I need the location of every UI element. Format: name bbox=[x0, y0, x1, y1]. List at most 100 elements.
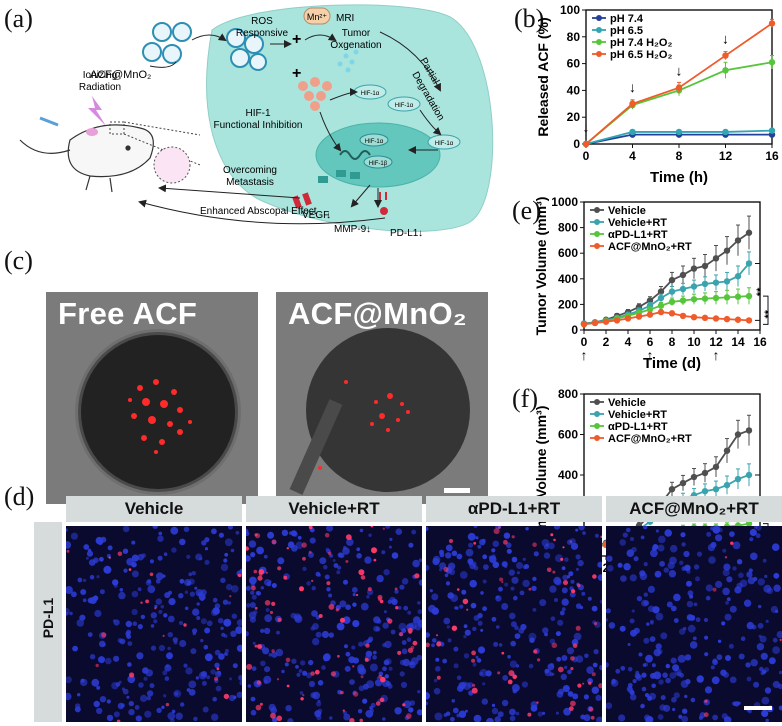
micrograph-acf-mno2-title: ACF@MnO₂ bbox=[288, 296, 467, 331]
nucleus-dot bbox=[201, 540, 207, 546]
legend-label: pH 7.4 H₂O₂ bbox=[610, 37, 672, 49]
nucleus-dot bbox=[650, 549, 658, 558]
x-axis-label: Time (h) bbox=[650, 169, 708, 186]
nucleus-dot bbox=[71, 591, 77, 598]
pdl1-dot bbox=[562, 546, 565, 549]
nucleus-dot bbox=[648, 692, 657, 700]
pdl1-dot bbox=[375, 701, 381, 706]
nucleus-dot bbox=[693, 564, 700, 570]
nucleus-dot bbox=[146, 696, 151, 701]
nucleus-dot bbox=[559, 610, 565, 616]
data-point bbox=[701, 488, 709, 495]
legend-swatch-marker bbox=[594, 219, 600, 225]
nucleus-dot bbox=[93, 700, 100, 708]
tile-head-acf-mno2-rt: ACF@MnO₂+RT bbox=[606, 496, 782, 522]
nucleus-dot bbox=[394, 707, 402, 715]
nucleus-dot bbox=[239, 680, 242, 686]
nucleus-dot bbox=[681, 566, 687, 571]
panel-label-a: (a) bbox=[4, 4, 33, 33]
nucleus-dot bbox=[96, 575, 100, 579]
nucleus-dot bbox=[679, 560, 684, 565]
nucleus-dot bbox=[528, 632, 537, 641]
pdl1-dot bbox=[380, 676, 386, 683]
nucleus-dot bbox=[387, 599, 392, 604]
data-point bbox=[646, 306, 654, 313]
legend-swatch-marker bbox=[594, 423, 600, 429]
nucleus-shape bbox=[315, 122, 441, 188]
data-point bbox=[745, 229, 753, 236]
nucleus-dot bbox=[321, 665, 326, 670]
nucleus-dot bbox=[643, 592, 648, 597]
pdl1-dot bbox=[265, 571, 268, 574]
ros-label-1: ROS bbox=[251, 16, 273, 27]
nucleus-dot bbox=[748, 568, 753, 573]
series-line bbox=[583, 231, 750, 325]
nucleus-dot bbox=[677, 654, 686, 663]
data-point bbox=[679, 271, 687, 279]
dose-arrow: ↑ bbox=[647, 347, 654, 363]
nucleus-dot bbox=[284, 662, 289, 667]
nucleus-dot bbox=[400, 681, 408, 688]
nucleus-dot bbox=[519, 590, 525, 596]
svg-text:HIF-1α: HIF-1α bbox=[435, 141, 454, 147]
nucleus-dot bbox=[85, 556, 89, 560]
nucleus-dot bbox=[358, 685, 365, 692]
pdl1-dot bbox=[377, 594, 383, 600]
nucleus-dot bbox=[516, 562, 523, 569]
nucleus-dot bbox=[66, 692, 72, 701]
nucleus-dot bbox=[651, 683, 656, 689]
pdl1-dot bbox=[256, 680, 262, 685]
nucleus-dot bbox=[206, 620, 213, 627]
nucleus-dot bbox=[324, 574, 330, 580]
pdl1-dot bbox=[342, 709, 345, 712]
nucleus-dot bbox=[577, 559, 584, 567]
nucleus-dot bbox=[756, 643, 765, 651]
nucleus-dot bbox=[464, 709, 468, 713]
nucleus-dot bbox=[339, 552, 345, 559]
y-tick-label: 60 bbox=[567, 57, 581, 71]
data-point bbox=[723, 278, 731, 285]
pdl1-dot bbox=[577, 583, 581, 588]
x-tick-label: 16 bbox=[765, 149, 779, 163]
nucleus-dot bbox=[153, 619, 158, 624]
nucleus-dot bbox=[246, 585, 251, 591]
nucleus-dot bbox=[442, 658, 448, 664]
nucleus-dot bbox=[411, 529, 417, 535]
nucleus-dot bbox=[246, 631, 249, 637]
nucleus-dot bbox=[89, 654, 96, 660]
data-point bbox=[722, 52, 729, 59]
nucleus-dot bbox=[539, 599, 547, 607]
nucleus-dot bbox=[509, 715, 516, 722]
pdl1-dot bbox=[426, 642, 430, 648]
nucleus-dot bbox=[715, 534, 723, 542]
nucleus-dot bbox=[497, 711, 504, 718]
nucleus-dot bbox=[473, 714, 482, 722]
nucleus-dot bbox=[750, 659, 758, 667]
pdl1-dot bbox=[532, 542, 537, 547]
nucleus-dot bbox=[772, 637, 778, 643]
nucleus-dot bbox=[127, 675, 136, 684]
nucleus-dot bbox=[687, 624, 696, 633]
nucleus-dot bbox=[319, 557, 327, 565]
sig-label: ** bbox=[763, 309, 775, 318]
nucleus-dot bbox=[566, 575, 570, 579]
nucleus-dot bbox=[704, 635, 709, 640]
pdl1-dot bbox=[367, 587, 372, 592]
nucleus-dot bbox=[776, 631, 782, 639]
pdl1-dot bbox=[324, 532, 330, 538]
nucleus-dot bbox=[764, 667, 770, 673]
legend-swatch-marker bbox=[596, 39, 602, 45]
nucleus-dot bbox=[626, 527, 631, 533]
data-point bbox=[580, 321, 588, 328]
nucleus-dot bbox=[326, 526, 334, 532]
nucleus-dot bbox=[66, 586, 73, 594]
nucleus-dot bbox=[657, 544, 665, 552]
nucleus-dot bbox=[143, 676, 148, 681]
nucleus-dot bbox=[94, 609, 102, 618]
nucleus-dot bbox=[215, 685, 222, 692]
mno2-particles-icon bbox=[298, 77, 332, 111]
nucleus-dot bbox=[537, 711, 543, 717]
nucleus-dot bbox=[302, 670, 308, 676]
nucleus-dot bbox=[695, 617, 701, 623]
nucleus-dot bbox=[351, 587, 358, 593]
